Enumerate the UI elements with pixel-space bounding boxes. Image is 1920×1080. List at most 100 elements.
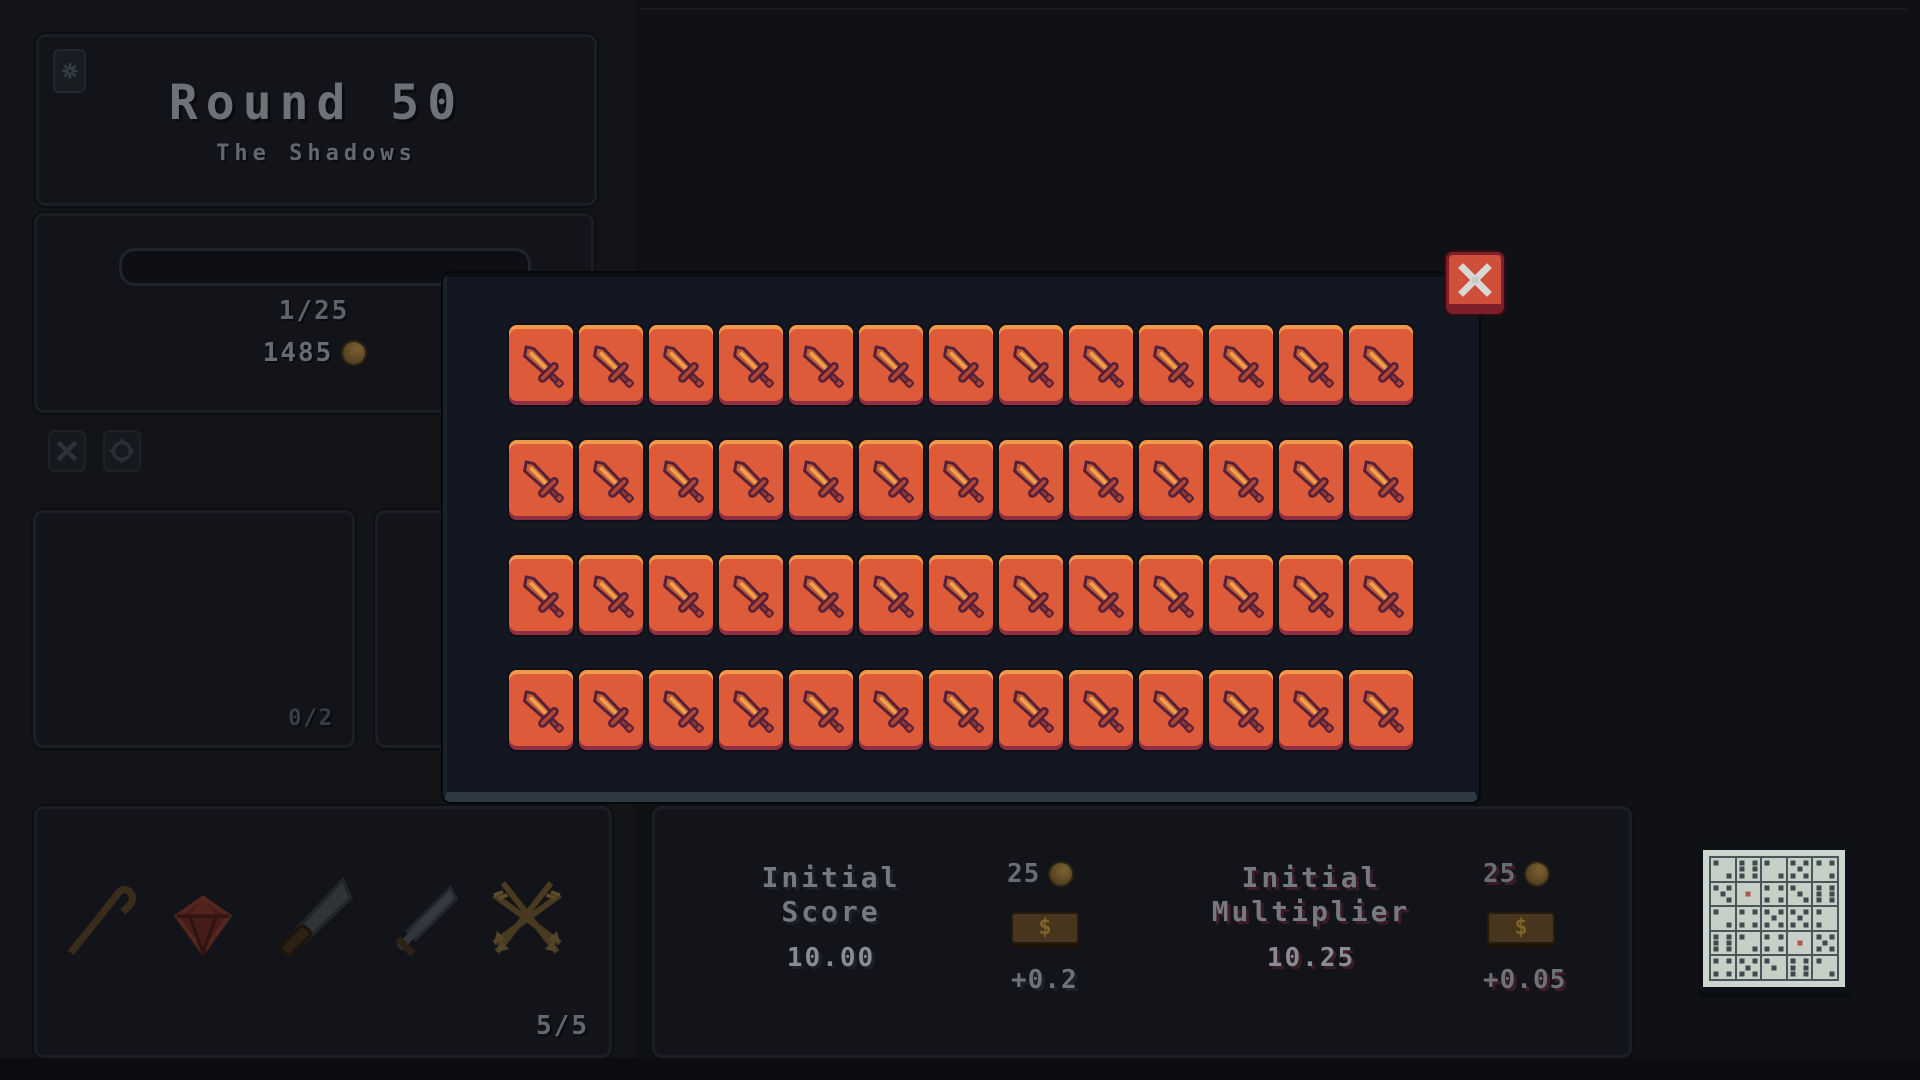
- sword-icon: [873, 690, 914, 733]
- sword-card-tile[interactable]: [649, 555, 713, 635]
- sword-card-tile[interactable]: [999, 670, 1063, 750]
- sword-icon: [943, 460, 984, 503]
- weapon-rack-panel: 5/5: [34, 806, 612, 1058]
- sword-icon: [523, 690, 564, 733]
- pip: [1816, 885, 1822, 891]
- buy-score-button[interactable]: $: [1011, 912, 1079, 944]
- sword-card-tile[interactable]: [859, 670, 923, 750]
- sword-card-tile[interactable]: [1139, 440, 1203, 520]
- sword-card-tile[interactable]: [719, 555, 783, 635]
- die-face: [1762, 858, 1786, 881]
- sword-card-tile[interactable]: [789, 440, 853, 520]
- pip: [1764, 897, 1770, 903]
- sword-icon: [873, 345, 914, 388]
- item-slot-cane[interactable]: [51, 864, 147, 974]
- sword-card-tile[interactable]: [999, 325, 1063, 405]
- modal-close-button[interactable]: [1446, 252, 1504, 314]
- sword-card-tile[interactable]: [999, 555, 1063, 635]
- sword-card-tile[interactable]: [579, 440, 643, 520]
- sword-card-tile[interactable]: [1139, 325, 1203, 405]
- pip: [1778, 897, 1784, 903]
- sword-card-tile[interactable]: [929, 670, 993, 750]
- sword-card-tile[interactable]: [1209, 670, 1273, 750]
- sword-card-tile[interactable]: [509, 325, 573, 405]
- die-face: [1736, 858, 1761, 881]
- sword-card-tile[interactable]: [1069, 440, 1133, 520]
- pip: [1713, 934, 1719, 940]
- sword-card-tile[interactable]: [579, 325, 643, 405]
- die-face: [1736, 882, 1761, 906]
- dice-board-button[interactable]: [1698, 845, 1850, 992]
- sword-card-tile[interactable]: [1349, 440, 1413, 520]
- die-face: [1813, 907, 1837, 930]
- initial-score-value: 10.00: [786, 943, 876, 973]
- sword-card-tile[interactable]: [649, 440, 713, 520]
- sword-card-tile[interactable]: [649, 325, 713, 405]
- die-face: [1711, 907, 1735, 930]
- sword-card-tile[interactable]: [789, 555, 853, 635]
- item-slot-arrows[interactable]: [479, 861, 575, 971]
- sword-card-tile[interactable]: [929, 440, 993, 520]
- sword-card-tile[interactable]: [1209, 555, 1273, 635]
- sword-icon: [733, 460, 774, 503]
- pip: [1713, 909, 1719, 915]
- sword-card-tile[interactable]: [1279, 555, 1343, 635]
- pip: [1752, 860, 1758, 866]
- item-slot-knife[interactable]: [265, 861, 361, 971]
- sword-card-tile[interactable]: [789, 670, 853, 750]
- pip: [1816, 922, 1822, 928]
- sword-card-tile[interactable]: [1139, 555, 1203, 635]
- sword-card-tile[interactable]: [1349, 555, 1413, 635]
- sword-icon: [1223, 460, 1264, 503]
- target-button[interactable]: [103, 430, 141, 472]
- sword-card-tile[interactable]: [789, 325, 853, 405]
- pip: [1720, 891, 1726, 897]
- sword-card-tile[interactable]: [1069, 670, 1133, 750]
- sword-card-tile[interactable]: [999, 440, 1063, 520]
- sword-card-tile[interactable]: [1209, 440, 1273, 520]
- sword-card-tile[interactable]: [509, 440, 573, 520]
- pip: [1803, 958, 1809, 964]
- sword-card-tile[interactable]: [509, 555, 573, 635]
- sword-card-tile[interactable]: [929, 555, 993, 635]
- sword-card-tile[interactable]: [1069, 555, 1133, 635]
- sword-card-tile[interactable]: [579, 555, 643, 635]
- sword-card-tile[interactable]: [719, 440, 783, 520]
- sword-card-tile[interactable]: [1279, 325, 1343, 405]
- sword-card-tile[interactable]: [719, 325, 783, 405]
- sword-card-tile[interactable]: [1349, 670, 1413, 750]
- sword-icon: [593, 575, 634, 618]
- item-slot-sword[interactable]: [373, 865, 469, 975]
- coin-icon: [1526, 863, 1549, 885]
- sword-card-tile[interactable]: [1279, 670, 1343, 750]
- sword-card-tile[interactable]: [509, 670, 573, 750]
- buy-multiplier-button[interactable]: $: [1487, 912, 1555, 944]
- item-slot-gem[interactable]: [155, 869, 251, 979]
- gear-button[interactable]: [53, 49, 86, 93]
- weapon-rack-count: 5/5: [536, 1011, 589, 1041]
- sword-card-tile[interactable]: [1139, 670, 1203, 750]
- sword-icon: [1223, 690, 1264, 733]
- pip: [1797, 891, 1803, 897]
- red-pip: [1745, 891, 1751, 897]
- pip: [1829, 897, 1835, 903]
- pip: [1829, 971, 1835, 977]
- sword-icon: [803, 690, 844, 733]
- sword-card-tile[interactable]: [859, 440, 923, 520]
- round-title: Round 50: [168, 75, 465, 131]
- sword-card-tile[interactable]: [859, 325, 923, 405]
- pip: [1764, 958, 1770, 964]
- sword-card-tile[interactable]: [1069, 325, 1133, 405]
- pip: [1816, 909, 1822, 915]
- sword-card-tile[interactable]: [719, 670, 783, 750]
- pip: [1829, 934, 1835, 940]
- sword-card-tile[interactable]: [1349, 325, 1413, 405]
- pip: [1803, 965, 1809, 971]
- sword-card-tile[interactable]: [649, 670, 713, 750]
- dismiss-button[interactable]: [48, 430, 86, 472]
- sword-card-tile[interactable]: [579, 670, 643, 750]
- sword-card-tile[interactable]: [1279, 440, 1343, 520]
- sword-card-tile[interactable]: [929, 325, 993, 405]
- sword-card-tile[interactable]: [1209, 325, 1273, 405]
- sword-card-tile[interactable]: [859, 555, 923, 635]
